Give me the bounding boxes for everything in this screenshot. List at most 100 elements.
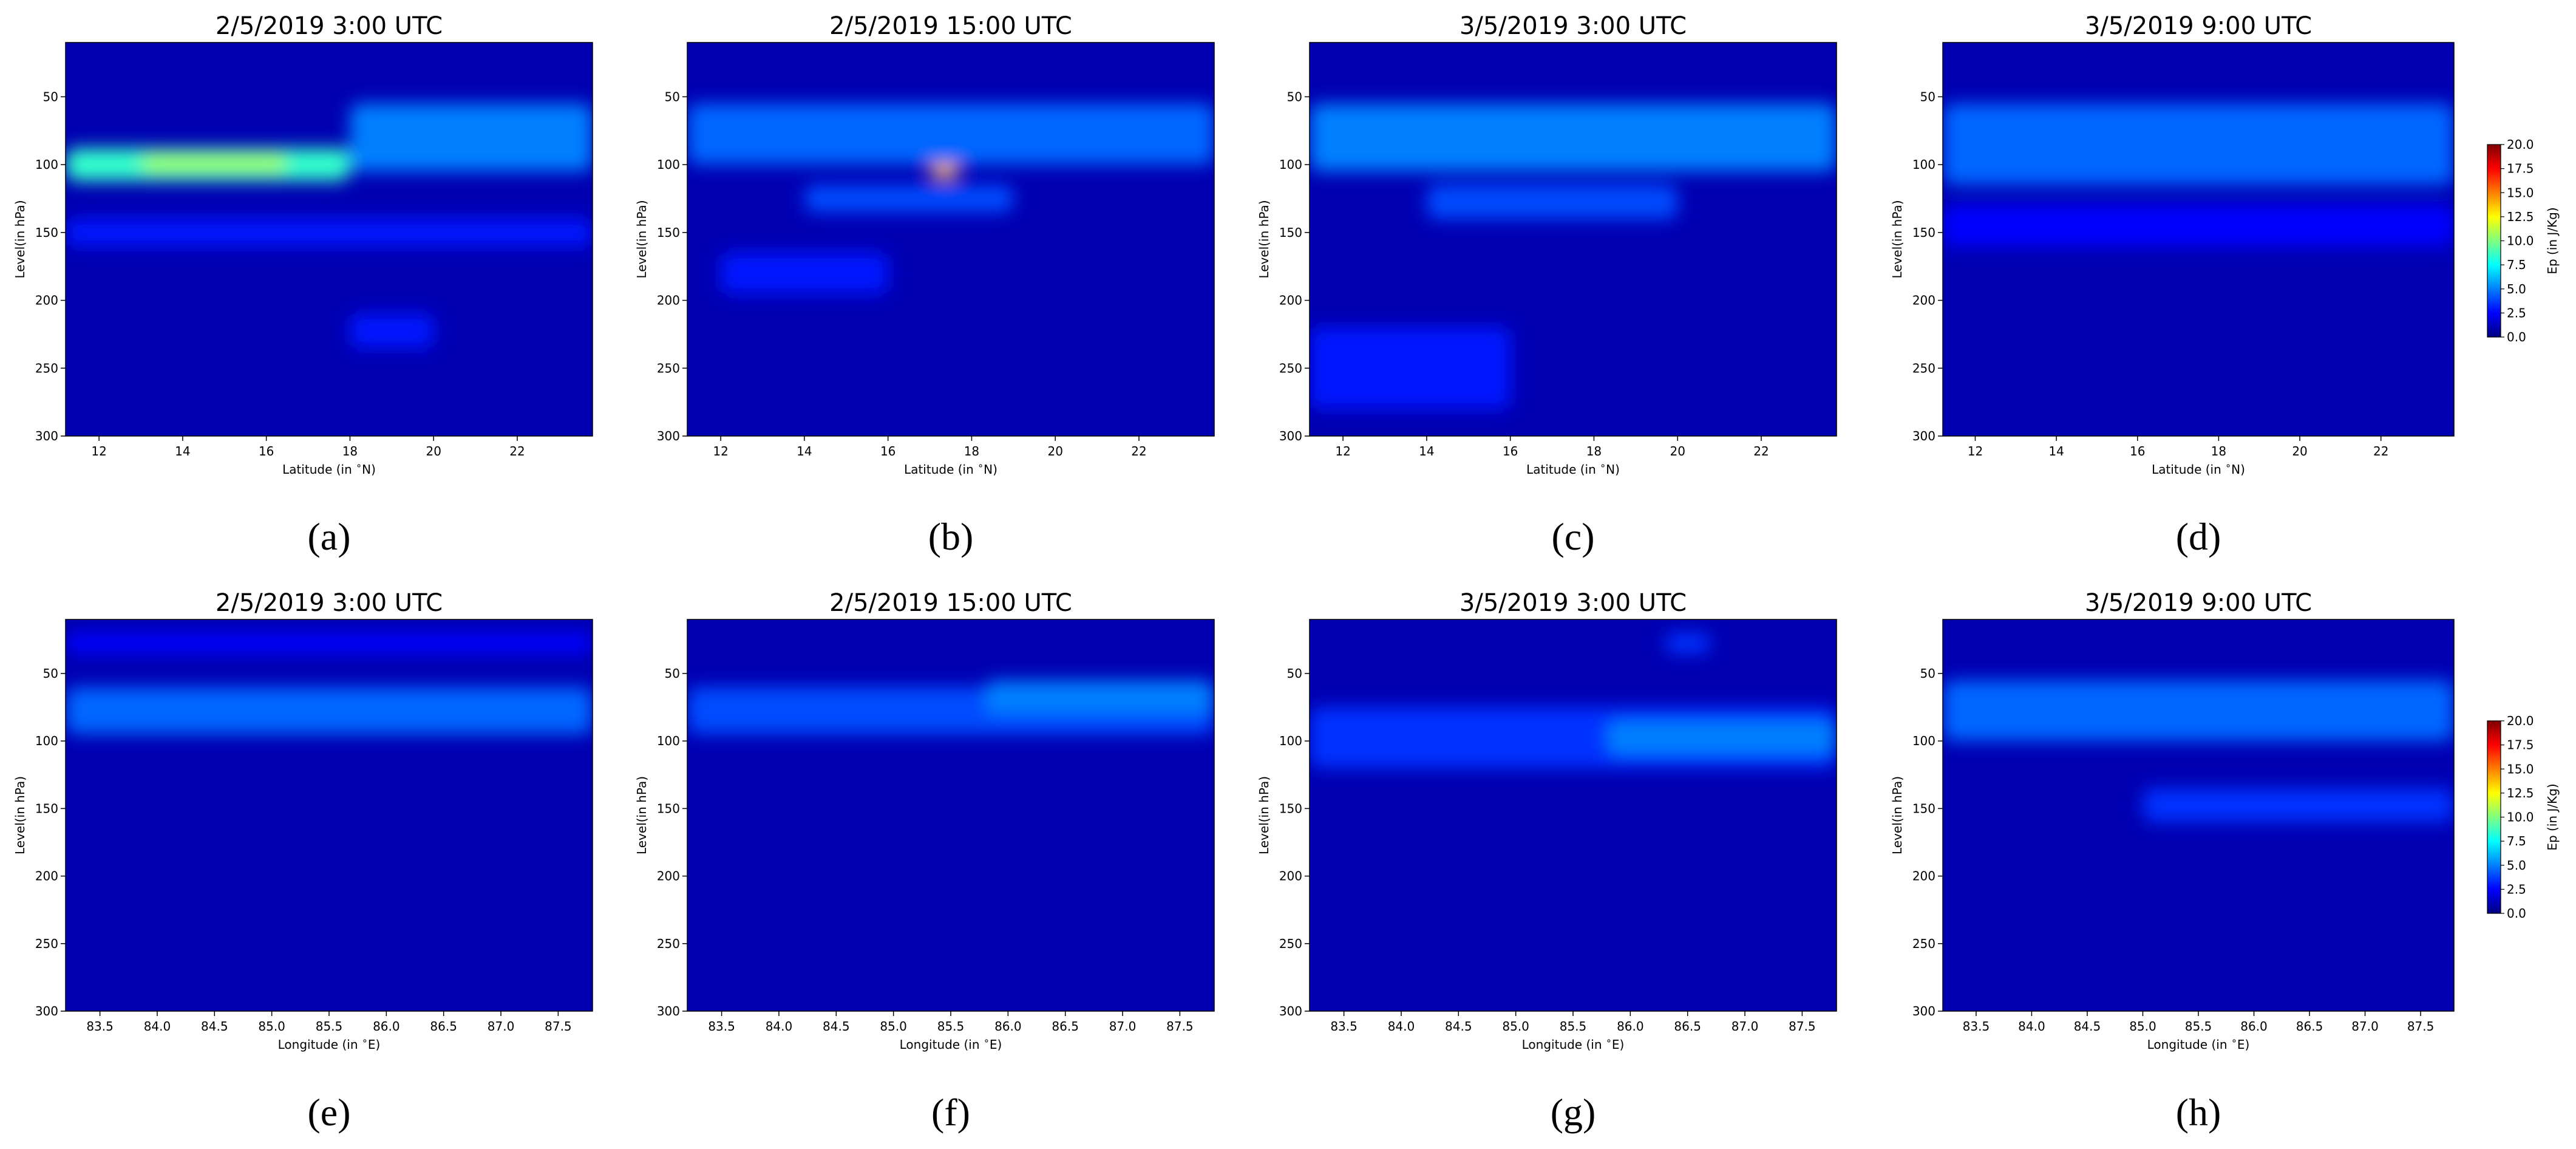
- x-tick-label: 85.0: [1502, 1019, 1529, 1034]
- y-tick-label: 150: [1912, 801, 1935, 816]
- colorbar-gradient: [2487, 720, 2501, 914]
- x-tick-label: 84.0: [1388, 1019, 1415, 1034]
- panel-label: (b): [928, 515, 974, 558]
- y-tick-label: 100: [657, 157, 680, 172]
- plot-background: [1310, 619, 1837, 1011]
- x-tick-label: 86.5: [1052, 1019, 1079, 1034]
- heatmap-cell: [1310, 327, 1511, 409]
- y-tick-label: 50: [43, 89, 58, 104]
- y-axis-label: Level(in hPa): [1890, 776, 1905, 854]
- y-tick-label: 100: [1279, 157, 1302, 172]
- x-tick-label: 87.0: [2351, 1019, 2379, 1034]
- x-tick-label: 20: [426, 444, 441, 459]
- colorbar-tick-label: 7.5: [2507, 834, 2526, 848]
- heatmap-cell: [2143, 788, 2454, 822]
- plot-frame: [1942, 42, 2455, 437]
- y-tick-label: 100: [1279, 734, 1302, 748]
- x-tick-label: 86.5: [2296, 1019, 2323, 1034]
- heatmap-cell: [1943, 680, 2454, 742]
- x-tick-label: 22: [1131, 444, 1146, 459]
- heatmap-cell: [1664, 633, 1711, 653]
- y-tick-label: 150: [1279, 801, 1302, 816]
- x-tick-label: 18: [1586, 444, 1602, 459]
- y-axis-label: Level(in hPa): [634, 200, 649, 278]
- x-tick-label: 87.0: [488, 1019, 515, 1034]
- x-tick-label: 22: [2373, 444, 2388, 459]
- chart-title: 2/5/2019 15:00 UTC: [829, 589, 1072, 617]
- y-tick-label: 300: [1912, 1004, 1935, 1018]
- x-tick-label: 86.5: [430, 1019, 457, 1034]
- x-axis-label: Latitude (in ∘N): [904, 460, 997, 477]
- plot-frame: [687, 42, 1215, 437]
- y-axis-label: Level(in hPa): [634, 776, 649, 854]
- x-tick-label: 84.5: [201, 1019, 228, 1034]
- x-tick-label: 83.5: [1330, 1019, 1358, 1034]
- y-axis-label: Level(in hPa): [13, 200, 27, 278]
- heatmap-cell: [66, 219, 593, 247]
- y-tick-label: 300: [35, 1004, 58, 1018]
- x-tick-label: 18: [342, 444, 358, 459]
- plot-background: [687, 43, 1214, 436]
- heatmap-cell: [1607, 720, 1837, 755]
- colorbar-tick-label: 17.5: [2507, 738, 2534, 752]
- chart-title: 3/5/2019 3:00 UTC: [1460, 12, 1687, 40]
- y-tick-label: 100: [35, 734, 58, 748]
- x-tick-label: 85.0: [258, 1019, 285, 1034]
- y-tick-label: 250: [35, 936, 58, 951]
- colorbar-tick-label: 15.0: [2507, 762, 2534, 776]
- panel-label: (a): [307, 515, 350, 558]
- heatmap-cells: [1310, 103, 1837, 409]
- colorbar-tick-label: 10.0: [2507, 810, 2534, 825]
- x-tick-label: 83.5: [86, 1019, 114, 1034]
- heatmap-cell: [1310, 103, 1837, 172]
- plot-background: [687, 619, 1214, 1011]
- x-tick-label: 16: [1503, 444, 1518, 459]
- heatmap-panel-g: 3/5/2019 3:00 UTC 83.5 84.0 84.5 85.0 85.5 86.…: [1257, 589, 1837, 1134]
- y-tick-label: 200: [1912, 293, 1935, 308]
- x-tick-label: 86.0: [1617, 1019, 1644, 1034]
- x-tick-label: 18: [964, 444, 979, 459]
- x-tick-label: 16: [259, 444, 274, 459]
- heatmap-cell: [721, 253, 888, 294]
- plot-background: [66, 619, 593, 1011]
- colorbar-tick-label: 5.0: [2507, 282, 2526, 296]
- y-tick-label: 300: [1912, 429, 1935, 443]
- x-tick-label: 16: [880, 444, 895, 459]
- colorbar-tick-label: 20.0: [2507, 137, 2534, 152]
- colorbar-tick-label: 12.5: [2507, 210, 2534, 224]
- y-tick-label: 250: [1279, 361, 1302, 375]
- y-tick-label: 200: [35, 869, 58, 884]
- y-tick-label: 300: [657, 429, 680, 443]
- y-tick-label: 100: [35, 157, 58, 172]
- heatmap-cells: [1943, 103, 2454, 247]
- x-tick-label: 14: [1419, 444, 1434, 459]
- y-tick-label: 150: [1912, 225, 1935, 240]
- y-tick-label: 50: [1287, 666, 1302, 681]
- y-tick-label: 50: [1920, 89, 1935, 104]
- y-tick-label: 200: [657, 869, 680, 884]
- heatmap-cell: [141, 154, 288, 173]
- y-tick-label: 300: [35, 429, 58, 443]
- y-tick-label: 50: [1920, 666, 1935, 681]
- y-tick-label: 200: [657, 293, 680, 308]
- y-tick-label: 200: [1912, 869, 1935, 884]
- heatmap-panel-d: 3/5/2019 9:00 UTC 12 14 16 18 20 22 50 100 150 200…: [1890, 12, 2455, 558]
- heatmap-cell: [985, 680, 1214, 714]
- heatmap-cell: [66, 687, 593, 735]
- x-axis-label: Longitude (in ∘E): [2147, 1035, 2250, 1052]
- y-tick-label: 250: [657, 936, 680, 951]
- x-tick-label: 20: [1670, 444, 1685, 459]
- y-tick-label: 250: [35, 361, 58, 375]
- y-tick-label: 250: [1279, 936, 1302, 951]
- colorbar: 0.0 2.5 5.0 7.5 10.0 12.5 15.0 17.5 20.0 Ep (in J…: [2487, 714, 2560, 921]
- panel-label: (h): [2176, 1091, 2221, 1134]
- y-tick-label: 250: [1912, 936, 1935, 951]
- x-axis-label: Longitude (in ∘E): [900, 1035, 1002, 1052]
- x-tick-label: 84.5: [1445, 1019, 1472, 1034]
- heatmap-cell: [66, 633, 593, 653]
- plot-frame: [65, 42, 593, 437]
- chart-title: 3/5/2019 3:00 UTC: [1460, 589, 1687, 617]
- heatmap-cell: [804, 185, 1014, 213]
- x-tick-label: 84.0: [2018, 1019, 2045, 1034]
- x-tick-label: 22: [509, 444, 525, 459]
